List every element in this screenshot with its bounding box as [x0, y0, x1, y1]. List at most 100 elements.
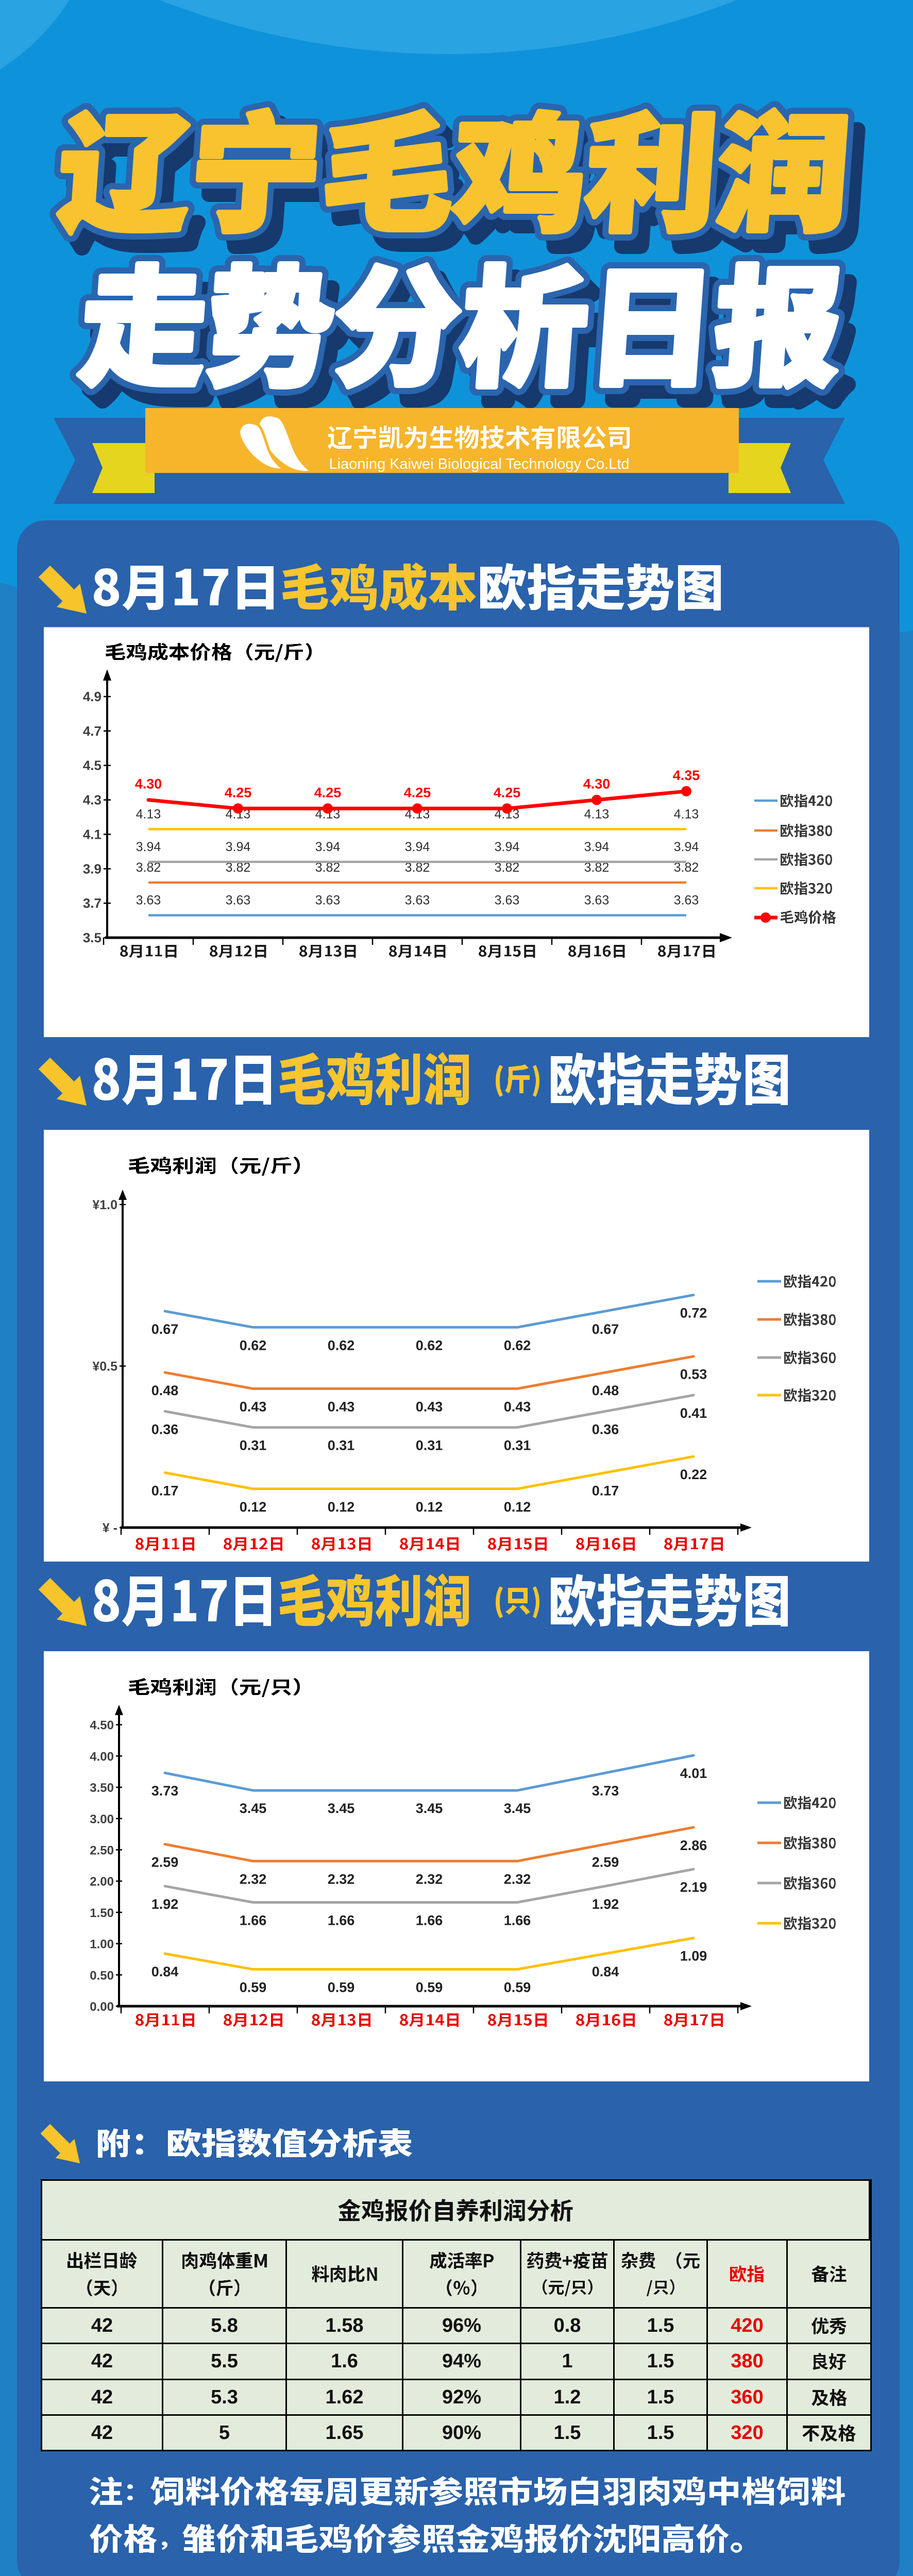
- svg-text:1.66: 1.66: [416, 1913, 443, 1928]
- svg-text:3.45: 3.45: [328, 1801, 355, 1816]
- svg-text:3.63: 3.63: [405, 893, 430, 908]
- svg-text:4.25: 4.25: [494, 785, 521, 800]
- svg-text:4.3: 4.3: [83, 792, 102, 808]
- svg-text:4.13: 4.13: [674, 807, 699, 821]
- svg-text:4.1: 4.1: [83, 826, 102, 842]
- svg-text:1.50: 1.50: [90, 1906, 114, 1920]
- svg-text:3.94: 3.94: [405, 840, 430, 854]
- svg-text:3.63: 3.63: [315, 893, 341, 908]
- svg-text:1.92: 1.92: [592, 1896, 619, 1912]
- svg-text:2.86: 2.86: [680, 1838, 707, 1853]
- svg-text:3.94: 3.94: [136, 840, 161, 854]
- svg-text:4.25: 4.25: [314, 785, 342, 800]
- svg-text:0.53: 0.53: [680, 1367, 707, 1382]
- svg-text:0.62: 0.62: [240, 1337, 267, 1353]
- svg-text:3.00: 3.00: [90, 1812, 114, 1826]
- svg-text:0.43: 0.43: [416, 1399, 443, 1414]
- svg-text:3.63: 3.63: [584, 893, 610, 908]
- svg-text:4.5: 4.5: [83, 758, 102, 773]
- svg-text:0.36: 0.36: [592, 1421, 619, 1437]
- svg-text:1.66: 1.66: [504, 1913, 531, 1928]
- svg-text:0.48: 0.48: [151, 1383, 179, 1398]
- svg-text:0.62: 0.62: [416, 1337, 443, 1353]
- svg-text:4.25: 4.25: [225, 785, 252, 800]
- svg-text:3.94: 3.94: [584, 840, 610, 854]
- svg-text:4.00: 4.00: [90, 1750, 114, 1764]
- svg-text:4.30: 4.30: [583, 776, 611, 792]
- svg-text:0.00: 0.00: [90, 2000, 114, 2014]
- svg-text:2.32: 2.32: [240, 1871, 267, 1887]
- svg-text:0.62: 0.62: [328, 1337, 355, 1353]
- svg-text:¥ -: ¥ -: [103, 1521, 117, 1535]
- svg-text:4.13: 4.13: [136, 807, 161, 821]
- svg-text:0.12: 0.12: [416, 1499, 443, 1515]
- svg-text:3.45: 3.45: [416, 1801, 443, 1816]
- svg-text:3.5: 3.5: [83, 930, 102, 945]
- svg-text:0.48: 0.48: [592, 1383, 619, 1398]
- svg-text:0.59: 0.59: [504, 1979, 531, 1995]
- svg-text:4.13: 4.13: [584, 807, 610, 821]
- svg-text:3.45: 3.45: [504, 1801, 531, 1816]
- svg-text:0.12: 0.12: [328, 1499, 355, 1515]
- svg-text:3.9: 3.9: [83, 861, 102, 876]
- svg-text:3.50: 3.50: [90, 1781, 114, 1795]
- svg-text:4.9: 4.9: [83, 689, 102, 704]
- svg-text:1.09: 1.09: [680, 1948, 707, 1964]
- svg-text:4.30: 4.30: [135, 776, 162, 792]
- svg-text:1.00: 1.00: [90, 1938, 114, 1952]
- svg-text:2.59: 2.59: [151, 1855, 179, 1870]
- svg-text:0.41: 0.41: [680, 1405, 707, 1421]
- svg-text:4.50: 4.50: [90, 1719, 114, 1733]
- svg-text:3.7: 3.7: [83, 895, 102, 911]
- svg-text:0.22: 0.22: [680, 1467, 707, 1482]
- svg-text:2.59: 2.59: [592, 1855, 619, 1870]
- svg-text:0.17: 0.17: [592, 1483, 619, 1498]
- svg-text:1.66: 1.66: [328, 1913, 355, 1928]
- svg-text:2.32: 2.32: [328, 1871, 355, 1887]
- svg-text:2.19: 2.19: [680, 1879, 707, 1895]
- svg-text:3.94: 3.94: [315, 840, 341, 854]
- svg-text:0.17: 0.17: [151, 1483, 179, 1498]
- svg-text:1.66: 1.66: [240, 1913, 267, 1928]
- svg-text:0.59: 0.59: [416, 1979, 443, 1995]
- svg-text:3.94: 3.94: [226, 840, 251, 854]
- svg-text:3.94: 3.94: [495, 840, 520, 854]
- svg-text:4.01: 4.01: [680, 1766, 707, 1781]
- svg-text:3.45: 3.45: [240, 1801, 267, 1816]
- svg-text:0.62: 0.62: [504, 1337, 531, 1353]
- svg-text:0.12: 0.12: [240, 1499, 267, 1515]
- svg-text:3.73: 3.73: [592, 1783, 619, 1799]
- svg-text:1.92: 1.92: [151, 1896, 179, 1912]
- svg-text:0.31: 0.31: [504, 1438, 531, 1453]
- svg-text:0.59: 0.59: [328, 1979, 355, 1995]
- svg-text:¥0.5: ¥0.5: [92, 1360, 117, 1374]
- svg-text:0.31: 0.31: [240, 1438, 267, 1453]
- svg-text:0.67: 0.67: [592, 1321, 619, 1337]
- svg-text:2.50: 2.50: [90, 1844, 114, 1858]
- svg-text:0.12: 0.12: [504, 1499, 531, 1515]
- svg-text:0.43: 0.43: [504, 1399, 531, 1414]
- svg-text:3.63: 3.63: [226, 893, 251, 908]
- svg-text:0.84: 0.84: [592, 1964, 619, 1979]
- svg-text:4.7: 4.7: [83, 723, 102, 739]
- svg-text:0.59: 0.59: [240, 1979, 267, 1995]
- svg-text:0.31: 0.31: [328, 1438, 355, 1453]
- svg-text:0.43: 0.43: [240, 1399, 267, 1414]
- svg-text:¥1.0: ¥1.0: [92, 1198, 117, 1212]
- svg-text:4.25: 4.25: [404, 785, 431, 800]
- svg-text:Liaoning Kaiwei Biological Tec: Liaoning Kaiwei Biological Technology Co…: [329, 456, 629, 472]
- svg-text:2.32: 2.32: [416, 1871, 443, 1887]
- svg-text:0.43: 0.43: [328, 1399, 355, 1414]
- svg-text:0.36: 0.36: [151, 1421, 179, 1437]
- svg-text:0.67: 0.67: [151, 1321, 179, 1337]
- svg-text:3.94: 3.94: [674, 840, 699, 854]
- svg-text:4.35: 4.35: [673, 768, 700, 783]
- svg-text:3.63: 3.63: [495, 893, 520, 908]
- svg-text:0.72: 0.72: [680, 1306, 707, 1321]
- svg-text:2.00: 2.00: [90, 1875, 114, 1889]
- svg-text:3.63: 3.63: [674, 893, 699, 908]
- svg-text:2.32: 2.32: [504, 1871, 531, 1887]
- svg-text:3.73: 3.73: [151, 1783, 179, 1799]
- svg-text:0.50: 0.50: [90, 1969, 114, 1982]
- svg-text:0.84: 0.84: [151, 1964, 179, 1979]
